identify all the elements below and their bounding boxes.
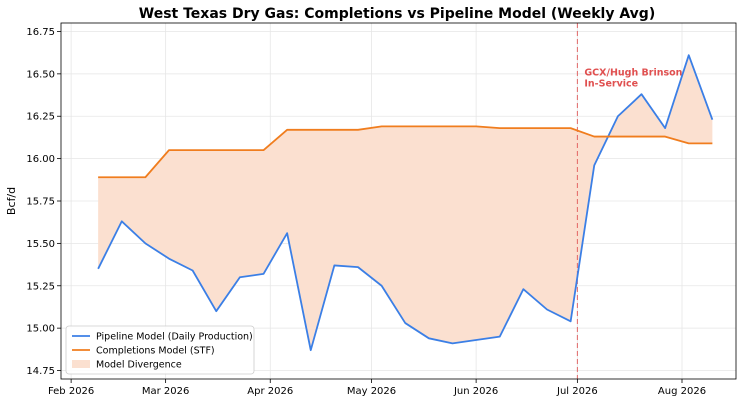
- legend: Pipeline Model (Daily Production) Complet…: [65, 325, 255, 375]
- annotation-text: In-Service: [584, 79, 638, 90]
- legend-box: [65, 325, 255, 375]
- x-tick-label: Jul 2026: [556, 386, 598, 397]
- annotation-text: GCX/Hugh Brinson: [584, 68, 682, 79]
- y-tick-label: 15.25: [26, 281, 55, 292]
- x-tick-label: Aug 2026: [658, 386, 706, 397]
- x-axis: Feb 2026 Mar 2026 Apr 2026 May 2026 Jun 2026…: [48, 379, 706, 397]
- series-layer: [97, 54, 714, 352]
- pipeline-model-line: [97, 54, 714, 352]
- y-axis: 14.75 15.00 15.25 15.50 15.75 16.00 16.25 16.50…: [26, 27, 61, 377]
- y-tick-label: 15.00: [26, 324, 55, 335]
- completions-model-line: [98, 125, 713, 179]
- y-tick-label: 16.00: [26, 154, 55, 165]
- y-tick-label: 15.50: [26, 239, 55, 250]
- divergence-area: [98, 55, 713, 351]
- x-tick-label: Apr 2026: [247, 386, 293, 397]
- legend-item-divergence-label: Model Divergence: [96, 360, 182, 371]
- y-tick-label: 14.75: [26, 366, 55, 377]
- x-tick-label: May 2026: [347, 386, 396, 397]
- x-tick-label: Mar 2026: [142, 386, 190, 397]
- legend-item-divergence-swatch: [72, 360, 90, 368]
- x-tick-label: Jun 2026: [453, 386, 498, 397]
- y-tick-label: 15.75: [26, 197, 55, 208]
- y-tick-label: 16.50: [26, 69, 55, 80]
- divergence-area-layer: [98, 55, 713, 351]
- y-axis-label: Bcf/d: [5, 187, 18, 215]
- y-tick-label: 16.25: [26, 112, 55, 123]
- y-tick-label: 16.75: [26, 27, 55, 38]
- legend-item-pipeline-label: Pipeline Model (Daily Production): [96, 332, 253, 343]
- legend-item-completions-label: Completions Model (STF): [96, 346, 215, 357]
- chart-title: West Texas Dry Gas: Completions vs Pipel…: [139, 6, 655, 22]
- x-tick-label: Feb 2026: [48, 386, 94, 397]
